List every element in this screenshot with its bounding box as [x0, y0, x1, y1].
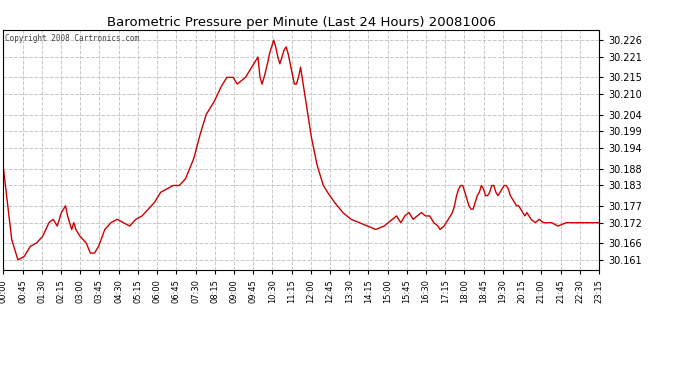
Title: Barometric Pressure per Minute (Last 24 Hours) 20081006: Barometric Pressure per Minute (Last 24 … [107, 16, 495, 29]
Text: Copyright 2008 Cartronics.com: Copyright 2008 Cartronics.com [5, 34, 139, 43]
